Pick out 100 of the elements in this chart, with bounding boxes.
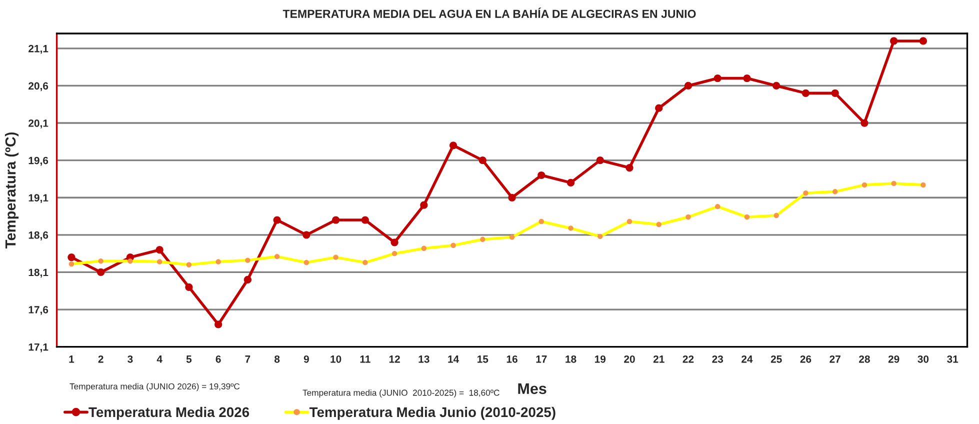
point: [478, 156, 486, 164]
legend-label: Temperatura Media 2026: [88, 406, 250, 420]
point: [626, 218, 632, 224]
point: [304, 260, 310, 266]
point: [920, 182, 926, 188]
point: [156, 246, 164, 254]
point: [216, 259, 221, 264]
x-tick-label: 26: [800, 355, 812, 363]
point: [450, 242, 456, 248]
point: [568, 226, 574, 231]
x-tick-label: 30: [918, 355, 929, 363]
point: [684, 82, 692, 90]
point: [802, 89, 810, 97]
point: [862, 182, 868, 188]
x-tick-label: 19: [594, 355, 606, 363]
point: [480, 236, 486, 242]
y-tick-label: 20,6: [28, 82, 48, 92]
point: [803, 190, 808, 196]
y-tick-label: 17,6: [28, 306, 48, 315]
point: [302, 231, 310, 239]
point: [774, 212, 779, 218]
y-tick-label: 18,6: [28, 231, 48, 240]
text: Temperatura media (JUNIO 2010-2025) = 18,60ºC: [302, 389, 500, 398]
x-tick-label: 8: [274, 355, 280, 363]
x-tick-label: 16: [506, 355, 518, 363]
point: [333, 254, 338, 260]
point: [392, 250, 398, 256]
x-tick-label: 3: [128, 355, 133, 363]
x-tick-label: 17: [536, 356, 547, 363]
point: [68, 261, 74, 267]
x-tick-label: 25: [770, 355, 782, 363]
x-tick-label: 14: [448, 356, 460, 363]
x-tick-label: 20: [624, 355, 635, 363]
x-tick-label: 6: [216, 355, 221, 363]
x-tick-label: 22: [682, 355, 694, 363]
x-tick-label: 4: [156, 356, 162, 363]
point: [860, 119, 868, 127]
point: [274, 254, 280, 260]
x-tick-label: 1: [69, 356, 74, 363]
y-tick-label: 20,1: [28, 120, 48, 128]
x-tick-label: 29: [888, 355, 900, 363]
y-tick-label: 19,1: [28, 194, 48, 204]
point: [656, 222, 662, 228]
x-tick-label: 24: [742, 355, 753, 363]
x-tick-label: 31: [947, 355, 958, 363]
point: [273, 216, 281, 224]
x-tick-label: 23: [712, 355, 724, 363]
point: [244, 276, 252, 284]
legend-label: Temperatura Media Junio (2010-2025): [309, 406, 556, 420]
point: [686, 214, 691, 220]
point: [245, 258, 250, 263]
point: [832, 189, 838, 194]
y-tick-label: 19,6: [28, 156, 48, 166]
point: [362, 260, 368, 266]
point: [598, 234, 603, 240]
point: [715, 204, 720, 210]
point: [566, 178, 575, 187]
point: [98, 258, 104, 264]
y-tick-label: 18,1: [28, 268, 48, 278]
x-tick-label: 13: [418, 355, 430, 363]
x-tick-label: 7: [245, 356, 250, 363]
x-tick-label: 28: [859, 355, 870, 363]
x-tick-label: 9: [304, 355, 309, 363]
x-tick-label: 12: [389, 355, 400, 363]
point: [186, 262, 192, 268]
point: [156, 259, 162, 264]
point: [449, 142, 458, 150]
point: [772, 82, 780, 90]
point: [655, 104, 663, 112]
point: [831, 89, 839, 97]
point: [508, 194, 516, 202]
point: [332, 216, 340, 224]
point: [185, 283, 193, 291]
point: [538, 171, 546, 180]
point: [596, 156, 604, 164]
x-tick-label: 5: [186, 356, 192, 363]
x-tick-label: 11: [360, 356, 370, 363]
point: [390, 238, 398, 246]
x-tick-label: 21: [653, 355, 664, 363]
point: [744, 214, 750, 220]
x-tick-label: 27: [830, 355, 840, 363]
point: [361, 216, 369, 224]
x-tick-label: 15: [478, 356, 488, 363]
point: [421, 246, 427, 251]
point: [626, 164, 634, 172]
point: [714, 74, 722, 82]
point: [509, 234, 515, 240]
point: [919, 37, 927, 45]
point: [891, 180, 896, 186]
x-axis-title: Mes: [518, 383, 546, 394]
point: [420, 201, 428, 209]
point: [890, 37, 898, 45]
chart-title: TEMPERATURA MEDIA DEL AGUA EN LA BAHÍA DE ALGECIRAS EN JUNIO: [282, 8, 696, 18]
y-axis-title: Temperatura (ºC): [4, 132, 19, 248]
point: [538, 218, 544, 224]
y-tick-label: 21,1: [28, 44, 48, 54]
point: [743, 74, 751, 82]
point: [128, 258, 133, 264]
text: Temperatura media (JUNIO 2026) = 19,39ºC: [70, 383, 240, 392]
y-tick-label: 17,1: [28, 343, 48, 352]
